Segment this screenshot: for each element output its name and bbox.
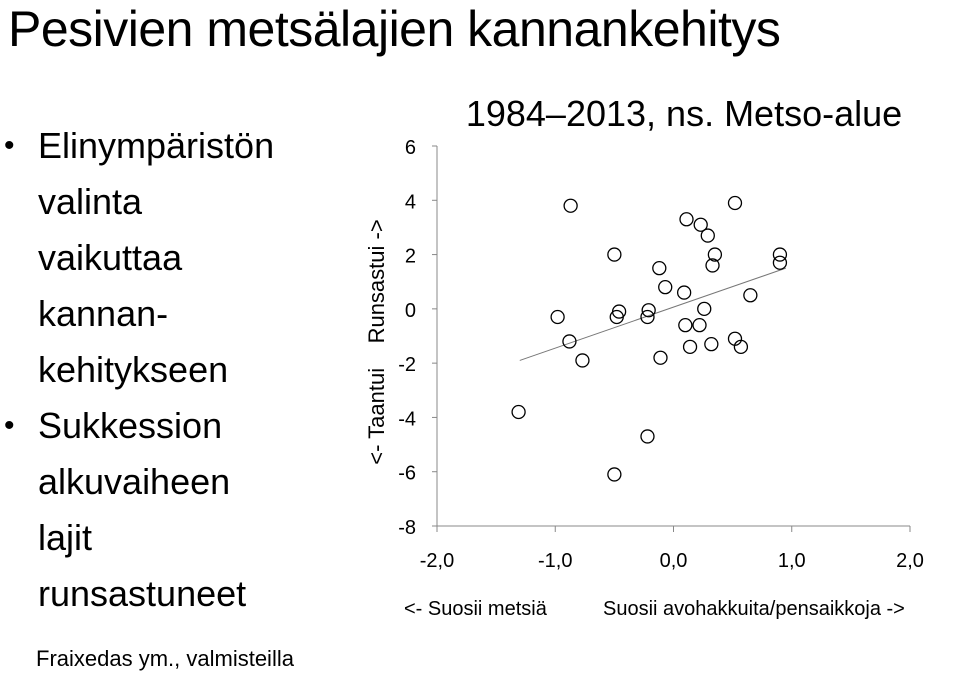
data-point [707,247,723,262]
data-point [705,258,720,273]
bullet-dot-icon: • [4,129,15,162]
bullet-list: • Elinympäristön valinta vaikuttaa kanna… [0,118,345,622]
data-point [652,260,667,276]
data-point [511,404,526,420]
data-point [697,301,712,317]
y-tick-label: -2 [398,354,416,376]
y-tick-label: 6 [405,137,416,159]
bullet-line: alkuvaiheen [38,461,231,502]
data-point [653,350,668,365]
data-point [607,467,622,482]
y-axis-label: <- Taantui Runsastui -> [364,219,389,464]
y-tick-label: -8 [398,517,416,539]
data-point [700,228,715,243]
data-point [679,212,694,227]
bullet-line: vaikuttaa [38,237,183,278]
bullet-line: lajit [38,517,93,558]
data-points [511,195,788,482]
data-point [563,198,578,213]
bullet-line: valinta [38,181,143,222]
bullet-dot-icon: • [4,409,15,442]
x-tick-label: 1,0 [778,550,806,572]
data-point [743,288,758,303]
x-axis-label-right: Suosii avohakkuita/pensaikkoja -> [603,598,905,620]
x-tick-label: 0,0 [660,550,688,572]
data-point [611,304,627,319]
data-point [575,353,590,368]
bullet-line: kehitykseen [38,349,229,390]
y-tick-label: -6 [398,463,416,485]
data-point [658,279,673,295]
data-point [682,339,698,355]
data-point [676,285,692,300]
x-tick-label: -2,0 [420,550,454,572]
x-axis-label-left: <- Suosii metsiä [404,598,548,620]
bullet-line: runsastuneet [38,573,247,614]
data-point [607,247,622,262]
chart-title: 1984–2013, ns. Metso-alue [466,93,902,134]
bullet-line: kannan- [38,293,169,334]
data-point [772,247,788,262]
slide-title: Pesivien metsälajien kannankehitys [8,1,781,57]
data-point [772,255,788,270]
y-tick-label: 2 [405,246,416,268]
data-point [641,303,656,318]
y-tick-label: 4 [405,191,416,213]
bullet-line: Sukkession [38,405,223,446]
data-point [550,309,565,325]
data-point [640,429,655,444]
data-point [727,195,743,211]
y-tick-label: -4 [398,408,416,430]
data-point [640,309,655,325]
source-credit: Fraixedas ym., valmisteilla [36,646,294,671]
y-tick-label: 0 [405,300,416,322]
data-point [562,334,577,349]
data-point [733,339,749,355]
x-tick-label: -1,0 [538,550,572,572]
x-tick-label: 2,0 [896,550,924,572]
data-point [693,217,708,232]
bullet-item-habitat: • Elinympäristön valinta vaikuttaa kanna… [0,118,345,398]
bullet-line: Elinympäristön [38,125,275,166]
bullet-item-succession: • Sukkession alkuvaiheen lajit runsastun… [0,398,345,622]
axes: 6 4 2 0 -2 -4 -6 -8-2,0 -1,0 0,0 1,0 2,0 [398,137,924,572]
data-point [692,317,707,333]
data-point [704,336,719,352]
data-point [678,317,693,333]
